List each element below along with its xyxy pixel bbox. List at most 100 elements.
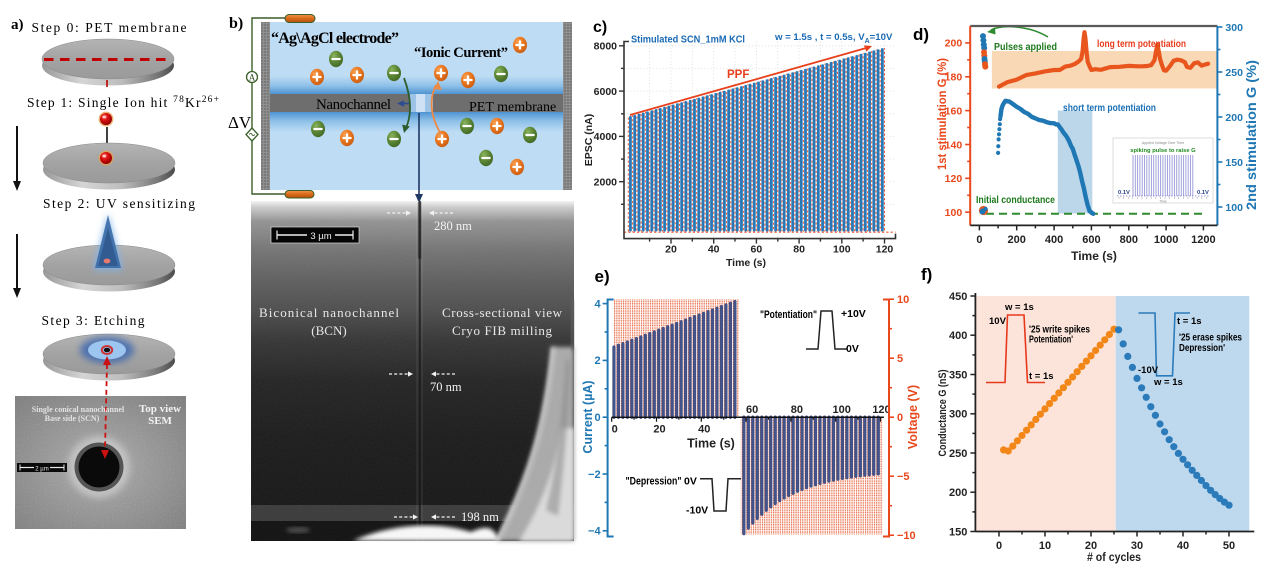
svg-text:"Depression": "Depression" (626, 476, 682, 488)
svg-text:PPF: PPF (727, 69, 749, 81)
svg-text:Applied Voltage Over Time: Applied Voltage Over Time (1142, 141, 1185, 145)
svg-text:-10V: -10V (686, 505, 708, 517)
svg-text:SEM: SEM (148, 415, 172, 427)
svg-text:160: 160 (945, 105, 963, 117)
svg-text:f): f) (921, 265, 932, 284)
svg-text:100: 100 (1225, 202, 1243, 214)
svg-text:−10: −10 (897, 530, 916, 542)
svg-text:600: 600 (1082, 234, 1100, 246)
svg-text:70 nm: 70 nm (430, 380, 462, 394)
svg-text:Step 0: PET membrane: Step 0: PET membrane (32, 20, 187, 35)
svg-text:−4: −4 (588, 526, 601, 538)
svg-text:40: 40 (1177, 540, 1189, 552)
svg-text:0V: 0V (846, 343, 859, 355)
svg-text:short term potentiation: short term potentiation (1063, 102, 1156, 114)
svg-text:Current (µA): Current (µA) (581, 380, 595, 453)
svg-text:250: 250 (949, 448, 967, 460)
svg-text:Conductance G (nS): Conductance G (nS) (937, 369, 949, 456)
svg-text:0: 0 (594, 412, 600, 424)
svg-text:Nanochannel: Nanochannel (316, 97, 391, 113)
svg-text:300: 300 (1225, 22, 1243, 34)
svg-text:Stimulated SCN_1mM KCl: Stimulated SCN_1mM KCl (631, 35, 745, 46)
svg-text:Step 1: Single Ion hit 78Kr26+: Step 1: Single Ion hit 78Kr26+ (27, 95, 219, 110)
svg-text:40: 40 (708, 244, 720, 256)
svg-text:60: 60 (746, 404, 758, 416)
svg-text:"Potentiation": "Potentiation" (760, 309, 817, 321)
svg-text:120: 120 (872, 404, 890, 416)
svg-text:t = 1s: t = 1s (1029, 371, 1054, 382)
svg-text:'25 write spikes: '25 write spikes (1029, 325, 1090, 336)
svg-text:Potentiation': Potentiation' (1029, 335, 1073, 346)
svg-text:Time (s): Time (s) (687, 437, 735, 451)
svg-text:4000: 4000 (594, 131, 618, 143)
svg-text:Biconical nanochannel: Biconical nanochannel (259, 305, 399, 320)
svg-text:200: 200 (1008, 234, 1026, 246)
svg-text:Initial conductance: Initial conductance (976, 194, 1055, 206)
svg-text:20: 20 (665, 244, 677, 256)
svg-text:Single conical nanochannel: Single conical nanochannel (32, 405, 125, 414)
svg-text:# of cycles: # of cycles (1087, 552, 1141, 564)
svg-text:140: 140 (945, 139, 963, 151)
svg-text:200: 200 (945, 38, 963, 50)
svg-text:50: 50 (1223, 540, 1235, 552)
svg-text:b): b) (229, 15, 243, 32)
svg-text:EPSC (nA): EPSC (nA) (583, 114, 595, 167)
svg-text:e): e) (595, 267, 610, 286)
svg-text:6000: 6000 (594, 86, 618, 98)
svg-text:c): c) (593, 19, 607, 36)
svg-text:120: 120 (876, 244, 894, 256)
svg-text:−2: −2 (588, 469, 601, 481)
svg-text:100: 100 (833, 404, 851, 416)
svg-text:350: 350 (949, 369, 967, 381)
svg-text:80: 80 (791, 404, 803, 416)
svg-text:PET membrane: PET membrane (469, 100, 556, 115)
svg-text:120: 120 (945, 173, 963, 185)
svg-text:Step 2: UV sensitizing: Step 2: UV sensitizing (43, 196, 195, 211)
svg-text:20: 20 (1085, 540, 1097, 552)
svg-text:1st stimulation G (%): 1st stimulation G (%) (935, 58, 949, 170)
svg-text:2000: 2000 (594, 177, 618, 189)
svg-text:w = 1s: w = 1s (1153, 377, 1183, 388)
svg-text:Time: Time (1159, 200, 1167, 204)
svg-text:280 nm: 280 nm (434, 219, 472, 233)
svg-text:t = 1s: t = 1s (1177, 316, 1202, 327)
svg-text:Pulses applied: Pulses applied (994, 41, 1057, 53)
svg-text:0: 0 (612, 424, 618, 436)
svg-text:0: 0 (976, 234, 982, 246)
svg-text:200: 200 (949, 487, 967, 499)
svg-text:(BCN): (BCN) (311, 323, 346, 338)
svg-text:30: 30 (1131, 540, 1143, 552)
svg-text:400: 400 (949, 330, 967, 342)
svg-text:10: 10 (897, 294, 909, 306)
svg-text:150: 150 (949, 526, 967, 538)
svg-text:8000: 8000 (594, 41, 618, 53)
svg-text:+10V: +10V (841, 308, 866, 320)
svg-text:400: 400 (1045, 234, 1063, 246)
svg-text:100: 100 (945, 207, 963, 219)
svg-text:spiking pulse to raise G: spiking pulse to raise G (1130, 148, 1196, 154)
svg-text:Cross-sectional view: Cross-sectional view (442, 305, 563, 320)
svg-text:300: 300 (949, 409, 967, 421)
svg-text:Step 3: Etching: Step 3: Etching (42, 313, 145, 328)
svg-text:a): a) (11, 17, 24, 33)
svg-text:200: 200 (1225, 112, 1243, 124)
svg-text:−5: −5 (897, 471, 910, 483)
svg-text:“Ag\AgCl electrode”: “Ag\AgCl electrode” (271, 30, 399, 47)
svg-text:4: 4 (594, 298, 601, 310)
svg-text:150: 150 (1225, 157, 1243, 169)
svg-text:198 nm: 198 nm (461, 510, 499, 524)
svg-text:3 µm: 3 µm (310, 231, 331, 242)
svg-text:0.1V: 0.1V (1197, 190, 1209, 196)
svg-text:'25 erase spikes: '25 erase spikes (1179, 333, 1242, 344)
svg-text:Time (s): Time (s) (726, 257, 766, 269)
svg-text:5: 5 (897, 353, 903, 365)
svg-text:Voltage (V): Voltage (V) (906, 385, 920, 449)
svg-text:Depression': Depression' (1179, 343, 1225, 354)
svg-text:Cryo FIB milling: Cryo FIB milling (452, 323, 553, 338)
svg-text:d): d) (913, 25, 929, 44)
svg-text:1000: 1000 (1154, 234, 1178, 246)
svg-text:2 µm: 2 µm (35, 466, 48, 472)
svg-text:Time (s): Time (s) (1071, 249, 1117, 263)
svg-text:60: 60 (751, 244, 763, 256)
svg-text:“Ionic Current”: “Ionic Current” (414, 45, 508, 61)
